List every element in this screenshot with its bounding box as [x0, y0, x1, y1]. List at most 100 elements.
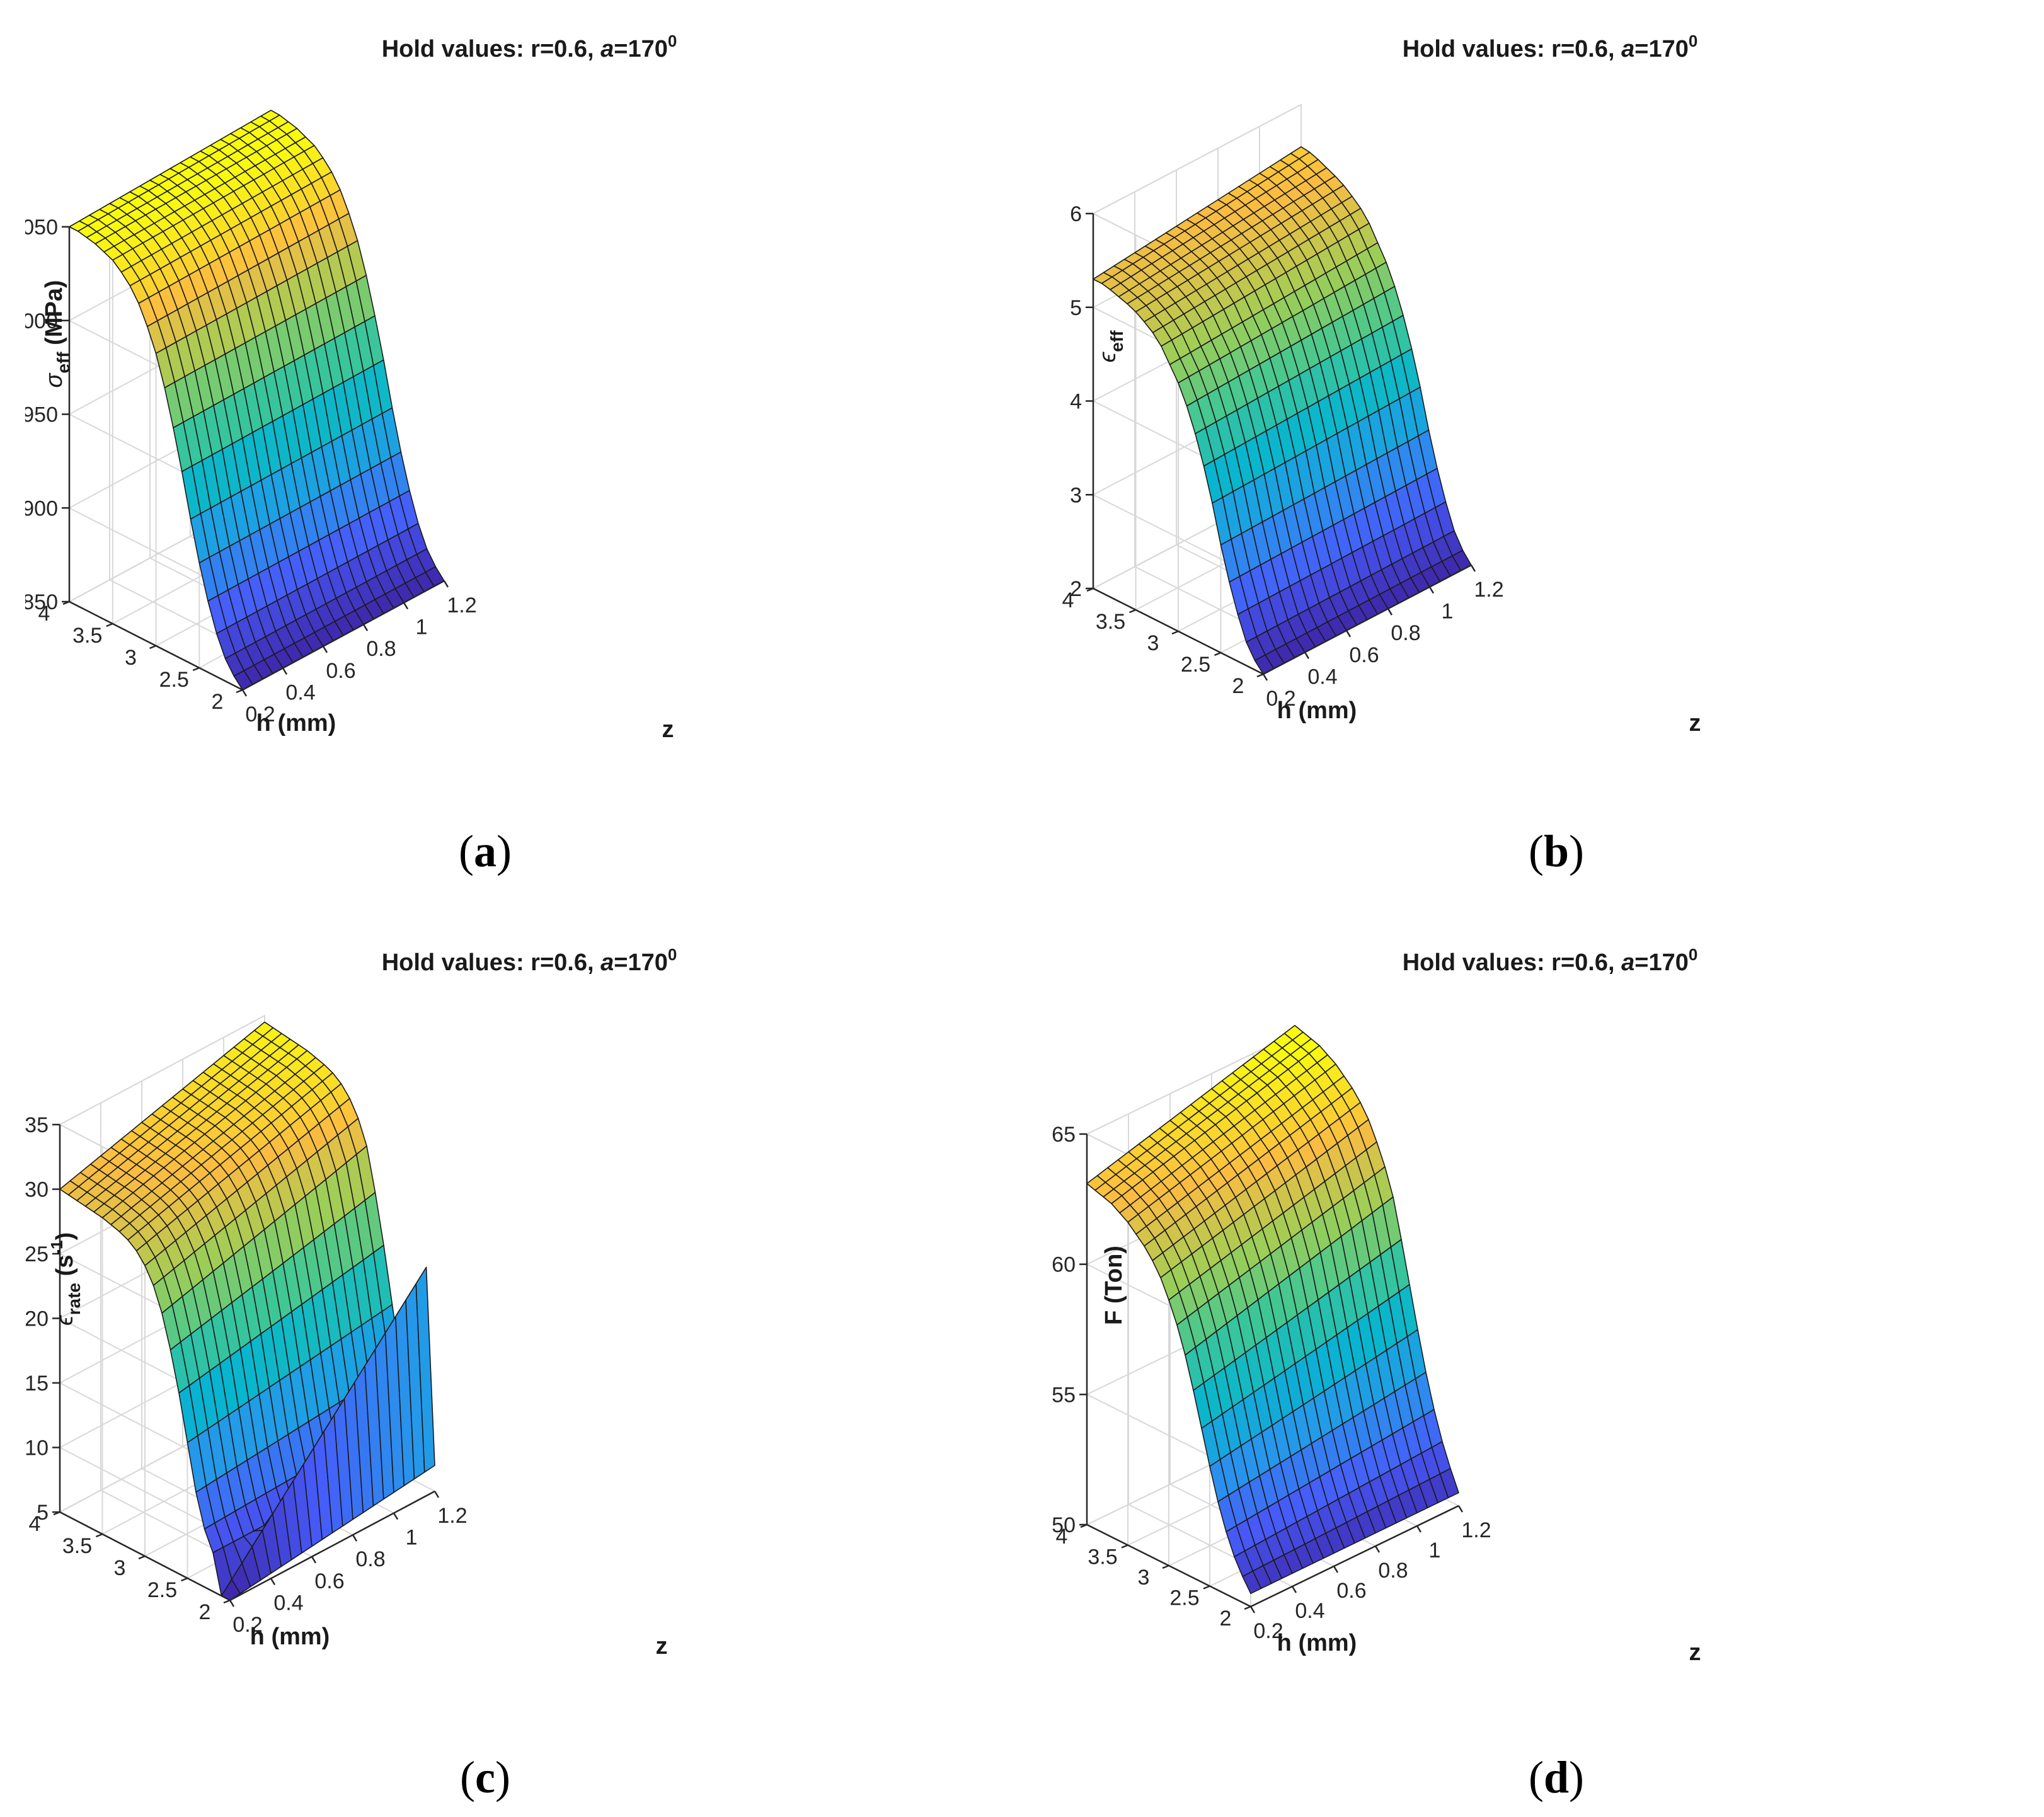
- z-tick-label: 25: [25, 1242, 49, 1266]
- x-tick-mark: [1345, 630, 1352, 638]
- x-tick-mark: [1457, 1505, 1464, 1513]
- x-axis-label: z: [1689, 710, 1701, 737]
- x-tick-mark: [282, 667, 288, 675]
- z-tick-label: 10: [25, 1436, 49, 1460]
- z-axis-label: σeff (MPa): [41, 280, 73, 387]
- z-tick-label: 20: [25, 1307, 49, 1331]
- surface-plot-b: Hold values: r=0.6, a=1700 0.2 0.4 0.6 0.8 1…: [1062, 32, 1701, 737]
- z-axis-label: F (Ton): [1101, 1246, 1127, 1325]
- x-tick-mark: [1333, 1566, 1339, 1573]
- y-tick-label: 3: [1147, 631, 1159, 655]
- y-tick-mark: [1129, 609, 1136, 614]
- x-tick-label: 0.4: [285, 680, 315, 704]
- z-tick-label: 5: [37, 1501, 49, 1525]
- x-tick-label: 0.4: [1307, 665, 1337, 689]
- y-axis-label: h (mm): [250, 1624, 330, 1650]
- x-tick-mark: [1249, 1606, 1256, 1614]
- y-tick-mark: [1256, 673, 1264, 678]
- surface-patch: [415, 1266, 435, 1473]
- z-tick-label: 5: [1070, 296, 1082, 320]
- x-tick-mark: [362, 624, 369, 631]
- surface-plot-d: Hold values: r=0.6, a=1700 0.2 0.4 0.6 0.8 1…: [1052, 945, 1701, 1666]
- x-axis-line: [1263, 564, 1472, 675]
- x-tick-label: 0.8: [366, 637, 396, 661]
- x-axis-label: z: [656, 1633, 668, 1659]
- chart-title: Hold values: r=0.6, a=1700: [382, 945, 677, 976]
- y-tick-mark: [106, 622, 113, 628]
- y-tick-label: 2: [199, 1600, 211, 1624]
- y-tick-mark: [236, 689, 243, 694]
- x-tick-label: 0.6: [326, 659, 355, 683]
- x-tick-label: 1.2: [1474, 578, 1503, 602]
- y-tick-label: 3: [1138, 1566, 1150, 1590]
- x-tick-label: 1.2: [1461, 1518, 1491, 1542]
- y-tick-mark: [223, 1599, 231, 1604]
- x-tick-mark: [1470, 565, 1476, 572]
- y-axis-label: h (mm): [1277, 697, 1357, 724]
- y-tick-label: 2.5: [159, 668, 189, 692]
- x-tick-label: 1: [416, 616, 428, 639]
- x-tick-label: 0.4: [273, 1591, 303, 1615]
- x-tick-mark: [322, 646, 328, 653]
- y-tick-mark: [1121, 1544, 1128, 1549]
- x-tick-label: 0.6: [1336, 1579, 1366, 1603]
- y-tick-label: 3: [125, 646, 137, 670]
- y-tick-mark: [149, 645, 156, 650]
- y-tick-label: 2.5: [147, 1578, 177, 1602]
- x-tick-label: 1.2: [437, 1504, 467, 1528]
- x-axis-label: z: [662, 716, 674, 743]
- x-tick-label: 0.4: [1295, 1599, 1324, 1623]
- z-tick-label: 50: [1052, 1513, 1076, 1537]
- x-tick-label: 1.2: [447, 593, 476, 617]
- caption-d: (d): [1528, 1752, 1584, 1803]
- surface-plot-a: Hold values: r=0.6, a=1700 0.2 0.4 0.6 0.8 1…: [10, 32, 677, 743]
- y-tick-label: 3.5: [62, 1534, 92, 1558]
- caption-a: (a): [459, 826, 512, 876]
- chart-title: Hold values: r=0.6, a=1700: [1403, 945, 1698, 976]
- z-tick-label: 1050: [25, 215, 58, 239]
- x-tick-mark: [1304, 651, 1310, 660]
- x-tick-mark: [241, 689, 248, 697]
- y-tick-label: 3.5: [1096, 610, 1125, 634]
- x-tick-label: 0.8: [1391, 621, 1420, 645]
- x-tick-label: 0.8: [1378, 1559, 1408, 1583]
- y-tick-mark: [1244, 1605, 1251, 1610]
- y-tick-mark: [1171, 630, 1179, 635]
- x-tick-mark: [1374, 1545, 1381, 1553]
- panel-d: Hold values: r=0.6, a=1700 0.2 0.4 0.6 0.8 1…: [1046, 920, 2029, 1739]
- x-tick-label: 0.2: [233, 1613, 262, 1637]
- y-axis-line: [1086, 1523, 1251, 1608]
- y-tick-label: 3: [114, 1556, 126, 1580]
- y-tick-label: 4: [1062, 588, 1074, 612]
- x-tick-mark: [1291, 1586, 1297, 1593]
- caption-c: (c): [460, 1752, 510, 1803]
- y-tick-label: 4: [38, 602, 50, 626]
- x-tick-mark: [270, 1578, 276, 1586]
- y-tick-label: 2.5: [1181, 653, 1210, 677]
- z-tick-label: 6: [1070, 202, 1082, 226]
- x-tick-label: 1: [1442, 600, 1454, 624]
- y-tick-label: 3.5: [1088, 1545, 1117, 1569]
- x-tick-mark: [352, 1534, 358, 1542]
- z-tick-label: 60: [1052, 1253, 1076, 1277]
- x-tick-label: 0.8: [355, 1547, 385, 1571]
- z-tick-label: 850: [25, 590, 58, 614]
- surface-patch: [1439, 1467, 1459, 1499]
- z-tick-label: 2: [1070, 577, 1082, 601]
- y-tick-label: 2: [1232, 674, 1244, 698]
- z-tick-label: 65: [1052, 1123, 1076, 1147]
- y-tick-mark: [1203, 1585, 1210, 1590]
- y-axis-label: h (mm): [1277, 1630, 1357, 1656]
- x-tick-label: 0.2: [245, 702, 275, 726]
- y-tick-mark: [1162, 1564, 1169, 1569]
- y-tick-label: 3.5: [72, 624, 102, 648]
- y-tick-label: 2: [212, 690, 224, 714]
- x-axis-line: [229, 1490, 435, 1602]
- z-tick-label: 900: [25, 496, 58, 520]
- x-tick-mark: [1416, 1525, 1422, 1533]
- z-tick-label: 35: [25, 1113, 49, 1137]
- chart-title: Hold values: r=0.6, a=1700: [1403, 32, 1698, 62]
- y-tick-mark: [1214, 651, 1221, 656]
- x-tick-mark: [403, 602, 409, 610]
